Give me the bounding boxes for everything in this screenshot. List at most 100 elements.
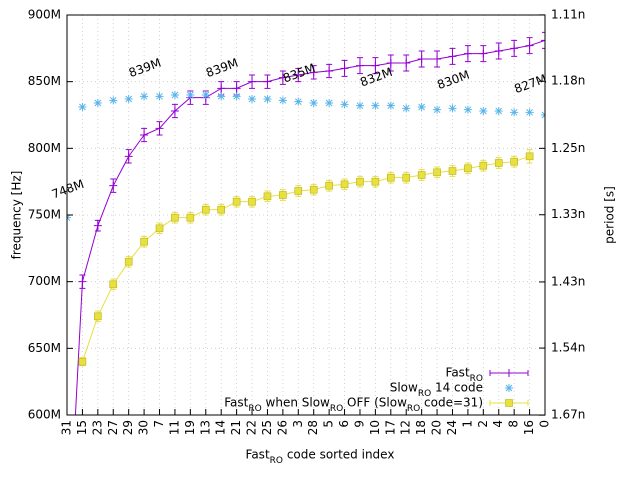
point: [448, 167, 457, 175]
value-label: 748M: [50, 177, 86, 202]
y-tick-label: 650M: [28, 341, 61, 355]
value-label: 839M: [204, 56, 240, 81]
point: [109, 280, 118, 289]
value-label: 827M: [512, 72, 548, 97]
point: [448, 104, 457, 113]
x-tick-label: 21: [229, 420, 243, 435]
x-tick-label: 6: [337, 420, 351, 428]
point: [386, 59, 395, 67]
point: [340, 64, 349, 73]
x-tick-label: 0: [538, 420, 552, 428]
point: [525, 152, 534, 161]
point: [232, 92, 241, 101]
x-tick-label: 9: [352, 420, 366, 428]
y-tick-label: 800M: [28, 141, 61, 155]
value-label: 839M: [127, 56, 163, 81]
x-tick-label: 18: [414, 420, 428, 435]
x-tick-label: 7: [152, 420, 166, 428]
x-tick-label: 8: [507, 420, 521, 428]
point: [525, 108, 534, 117]
point: [93, 99, 102, 107]
point: [294, 97, 303, 106]
error-bar: [542, 31, 545, 49]
point: [417, 103, 426, 111]
x-tick-label: 13: [198, 420, 212, 435]
point: [386, 101, 395, 110]
point: [463, 105, 472, 114]
point: [494, 107, 503, 115]
y-axis-label: frequency [Hz]: [10, 171, 24, 260]
x-tick-label: 30: [137, 420, 151, 435]
x-tick-label: 10: [368, 420, 382, 435]
y-tick-label: 700M: [28, 274, 61, 288]
point: [479, 161, 488, 170]
point: [463, 49, 472, 58]
point: [325, 181, 333, 190]
legend-marker: [505, 399, 513, 407]
y-tick-label: 750M: [28, 208, 61, 222]
point: [263, 77, 272, 86]
y2-tick-label: 1.54n: [551, 341, 585, 355]
x-tick-label: 24: [445, 420, 459, 435]
point: [248, 77, 257, 86]
point: [510, 157, 518, 166]
point: [155, 92, 164, 101]
y-tick-label: 600M: [28, 408, 61, 422]
x-tick-label: 5: [322, 420, 336, 428]
point: [78, 277, 87, 286]
y2-tick-label: 1.43n: [551, 274, 585, 288]
point: [170, 91, 179, 99]
point: [124, 152, 133, 161]
point: [309, 99, 318, 107]
point: [340, 100, 349, 109]
point: [294, 71, 303, 79]
point: [417, 171, 426, 179]
point: [186, 91, 195, 99]
x-tick-label: 29: [121, 420, 135, 435]
point: [109, 96, 118, 105]
point: [263, 192, 272, 201]
point: [278, 73, 287, 82]
point: [140, 237, 148, 246]
point: [155, 124, 164, 133]
point: [93, 221, 102, 230]
point: [124, 95, 133, 103]
series-line: [81, 155, 530, 362]
x-tick-label: 19: [183, 420, 197, 435]
legend-errorbar: [489, 400, 529, 406]
point: [355, 101, 364, 110]
x-tick-label: 1: [460, 420, 474, 428]
value-label: 832M: [358, 65, 394, 90]
x-tick-label: 22: [245, 420, 259, 435]
point: [155, 224, 164, 233]
point: [356, 177, 364, 186]
x-tick-label: 14: [214, 420, 228, 435]
point: [448, 52, 457, 61]
x-tick-label: 2: [476, 420, 490, 428]
point: [171, 213, 179, 222]
legend-label: FastRO when SlowRO OFF (SlowRO code=31): [224, 396, 483, 414]
point: [387, 173, 395, 182]
point: [325, 99, 334, 107]
x-tick-label: 23: [90, 420, 104, 435]
x-tick-label: 11: [167, 420, 181, 435]
point: [433, 105, 442, 114]
point: [248, 95, 257, 103]
point: [479, 107, 488, 115]
point: [340, 180, 349, 189]
point: [78, 103, 87, 111]
plot-area: [67, 31, 545, 415]
point: [217, 205, 225, 214]
y2-tick-label: 1.25n: [551, 141, 585, 155]
x-tick-label: 26: [275, 420, 289, 435]
point: [186, 213, 195, 222]
point: [479, 49, 488, 58]
x-tick-label: 17: [383, 420, 397, 435]
point: [278, 96, 287, 105]
point: [505, 369, 513, 377]
point: [433, 168, 441, 177]
point: [309, 68, 318, 77]
point: [494, 159, 503, 167]
point: [433, 55, 442, 63]
x-tick-label: 15: [75, 420, 89, 435]
